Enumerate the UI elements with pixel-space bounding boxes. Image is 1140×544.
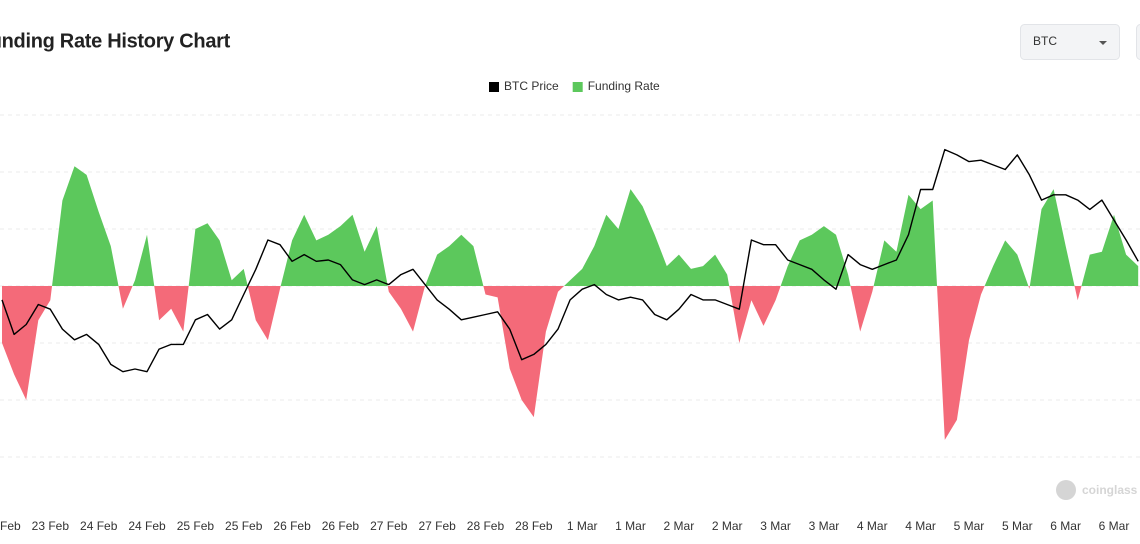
select-box[interactable] <box>1020 24 1120 60</box>
watermark-text: coinglass <box>1082 483 1138 497</box>
x-tick-label: 26 Feb <box>322 519 360 533</box>
x-tick-label: 28 Feb <box>515 519 553 533</box>
legend-swatch <box>489 82 499 92</box>
x-tick-label: 25 Feb <box>225 519 263 533</box>
x-tick-label: 3 Mar <box>809 519 840 533</box>
x-tick-label: 5 Mar <box>954 519 985 533</box>
x-tick-label: 4 Mar <box>905 519 936 533</box>
x-tick-label: 2 Mar <box>664 519 695 533</box>
select-value[interactable]: BTC <box>1033 34 1057 48</box>
x-tick-label: 6 Mar <box>1099 519 1130 533</box>
watermark-logo <box>1056 480 1076 500</box>
x-tick-label: 24 Feb <box>80 519 118 533</box>
x-tick-label: 5 Mar <box>1002 519 1033 533</box>
price-line <box>1 148 1139 373</box>
x-tick-label: 6 Mar <box>1050 519 1081 533</box>
chart-title: Funding Rate History Chart <box>0 30 231 52</box>
x-tick-label: 4 Mar <box>857 519 888 533</box>
symbol-select[interactable]: BTC <box>1020 24 1120 60</box>
x-tick-label: 25 Feb <box>177 519 215 533</box>
cut-control[interactable] <box>1136 24 1140 60</box>
plot <box>1 148 1139 440</box>
x-tick-label: 3 Mar <box>760 519 791 533</box>
select-caret <box>1099 41 1107 45</box>
x-tick-label: 27 Feb <box>370 519 408 533</box>
watermark: coinglass <box>1056 480 1138 500</box>
x-tick-label: 28 Feb <box>467 519 505 533</box>
legend-label: Funding Rate <box>588 79 660 93</box>
legend: BTC Price Funding Rate <box>489 79 660 93</box>
x-tick-label: 23 Feb <box>32 519 70 533</box>
x-tick-label: 24 Feb <box>128 519 166 533</box>
legend-label: BTC Price <box>504 79 559 93</box>
x-tick-label: 27 Feb <box>418 519 456 533</box>
x-tick-label: 26 Feb <box>273 519 311 533</box>
x-tick-label: 1 Mar <box>567 519 598 533</box>
x-tick-label: 22 Feb <box>0 519 21 533</box>
funding-area <box>2 166 1139 440</box>
x-tick-label: 2 Mar <box>712 519 743 533</box>
x-tick-label: 1 Mar <box>615 519 646 533</box>
legend-swatch <box>572 82 583 92</box>
